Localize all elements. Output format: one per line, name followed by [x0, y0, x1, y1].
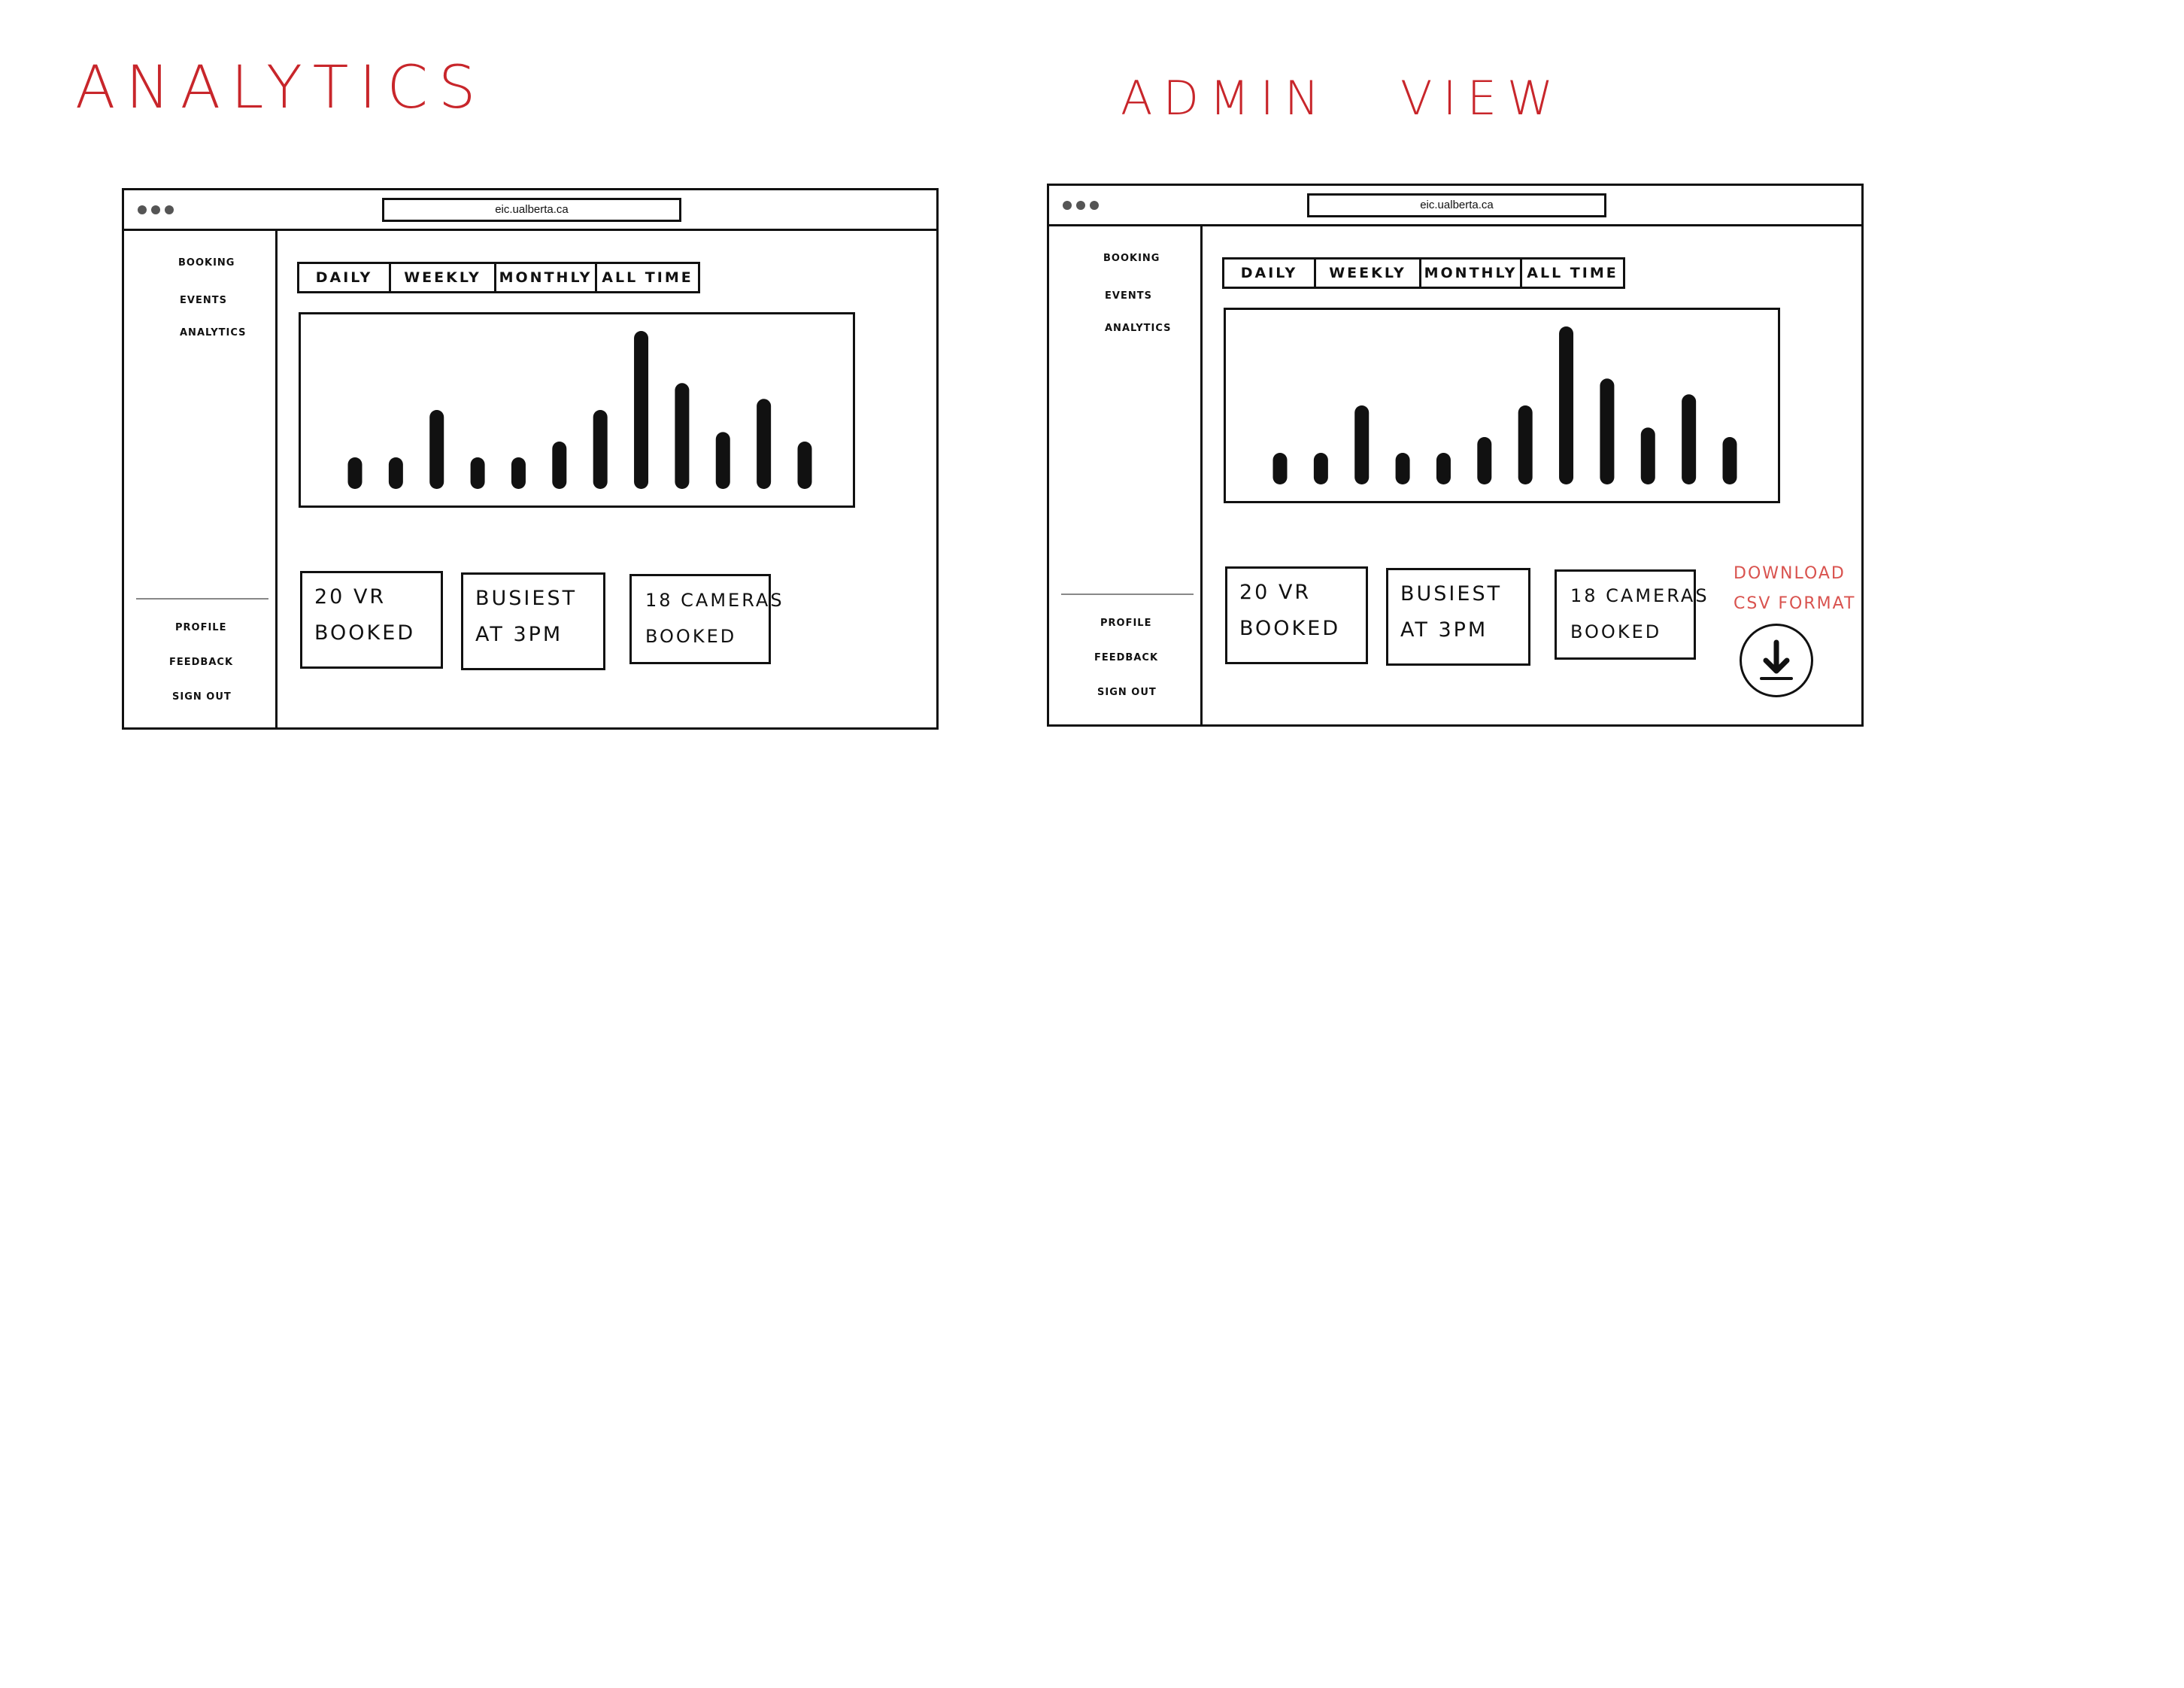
chart-bar-3 — [429, 410, 444, 489]
tab-weekly[interactable]: WEEKLY — [391, 264, 496, 291]
maximize-dot-icon[interactable] — [165, 205, 174, 214]
minimize-dot-icon[interactable] — [1076, 201, 1085, 210]
chart-bar-11 — [1682, 394, 1697, 484]
browser-topbar: eic.ualberta.ca — [1049, 186, 1861, 226]
stat-busiest-line2: AT 3PM — [1400, 618, 1488, 642]
address-bar[interactable]: eic.ualberta.ca — [382, 198, 681, 222]
stat-card-cameras: 18 CAMERAS BOOKED — [1555, 569, 1709, 660]
sidebar: BOOKING EVENTS ANALYTICS PROFILE FEEDBAC… — [1049, 226, 1203, 724]
download-csv-label: DOWNLOAD CSV FORMAT — [1734, 559, 1855, 619]
window-controls[interactable] — [138, 205, 174, 214]
chart-bar-7 — [593, 410, 608, 489]
admin-browser-window: eic.ualberta.ca BOOKING EVENTS ANALYTICS… — [1047, 184, 1864, 727]
chart-bar-3 — [1354, 405, 1370, 484]
analytics-heading: ANALYTICS — [75, 54, 487, 122]
stat-busiest-line2: AT 3PM — [475, 623, 563, 646]
sidebar: BOOKING EVENTS ANALYTICS PROFILE FEEDBAC… — [124, 231, 278, 727]
sidebar-item-booking[interactable]: BOOKING — [178, 257, 235, 269]
window-controls[interactable] — [1063, 201, 1099, 210]
chart-bar-4 — [470, 457, 485, 489]
stat-cameras-line2: BOOKED — [1570, 621, 1662, 642]
sidebar-item-events[interactable]: EVENTS — [180, 295, 227, 306]
chart-bar-9 — [675, 383, 690, 489]
stat-card-cameras: 18 CAMERAS BOOKED — [629, 574, 784, 664]
close-dot-icon[interactable] — [1063, 201, 1072, 210]
usage-bar-chart — [299, 312, 855, 508]
chart-bar-8 — [1559, 326, 1574, 484]
maximize-dot-icon[interactable] — [1090, 201, 1099, 210]
sidebar-divider — [136, 598, 268, 600]
chart-bar-1 — [1272, 453, 1288, 484]
minimize-dot-icon[interactable] — [151, 205, 160, 214]
chart-bar-11 — [757, 399, 772, 489]
stat-card-busiest: BUSIEST AT 3PM — [1386, 568, 1530, 666]
chart-bar-12 — [797, 442, 812, 489]
stat-busiest-line1: BUSIEST — [1400, 582, 1503, 606]
download-label-line1: DOWNLOAD — [1734, 564, 1846, 583]
sidebar-item-analytics[interactable]: ANALYTICS — [1105, 323, 1172, 334]
chart-bar-1 — [347, 457, 362, 489]
chart-bar-5 — [511, 457, 526, 489]
close-dot-icon[interactable] — [138, 205, 147, 214]
stat-vr-line1: 20 VR — [314, 585, 387, 609]
sidebar-item-feedback[interactable]: FEEDBACK — [169, 657, 234, 668]
chart-bar-6 — [552, 442, 567, 489]
bar-chart-svg — [1272, 326, 1737, 484]
stat-vr-line1: 20 VR — [1239, 581, 1312, 604]
stat-card-vr: 20 VR BOOKED — [300, 571, 443, 669]
stat-cameras-line1: 18 CAMERAS — [1570, 585, 1709, 606]
chart-bar-7 — [1518, 405, 1533, 484]
chart-bar-10 — [715, 432, 730, 489]
download-csv-button[interactable] — [1740, 624, 1813, 697]
admin-view-heading: ADMIN VIEW — [1121, 71, 1564, 126]
sidebar-item-profile[interactable]: PROFILE — [1100, 618, 1152, 629]
stat-vr-line2: BOOKED — [1239, 617, 1341, 640]
chart-bar-2 — [1313, 453, 1328, 484]
sidebar-item-booking[interactable]: BOOKING — [1103, 253, 1160, 264]
analytics-browser-window: eic.ualberta.ca BOOKING EVENTS ANALYTICS… — [122, 188, 939, 730]
stat-card-busiest: BUSIEST AT 3PM — [461, 572, 605, 670]
sidebar-item-profile[interactable]: PROFILE — [175, 622, 227, 633]
tab-all-time[interactable]: ALL TIME — [1527, 265, 1618, 281]
download-label-line2: CSV FORMAT — [1734, 594, 1856, 613]
bar-chart-svg — [347, 331, 812, 489]
tab-monthly[interactable]: MONTHLY — [496, 264, 597, 291]
chart-bar-10 — [1640, 427, 1655, 484]
tab-daily[interactable]: DAILY — [299, 264, 391, 291]
sidebar-item-feedback[interactable]: FEEDBACK — [1094, 652, 1159, 663]
tab-monthly[interactable]: MONTHLY — [1421, 260, 1522, 287]
chart-bar-4 — [1395, 453, 1410, 484]
stat-cameras-line2: BOOKED — [645, 626, 737, 647]
tab-weekly[interactable]: WEEKLY — [1316, 260, 1421, 287]
time-range-tabs: DAILY WEEKLY MONTHLY ALL TIME — [297, 262, 700, 293]
sidebar-item-events[interactable]: EVENTS — [1105, 290, 1152, 302]
browser-topbar: eic.ualberta.ca — [124, 190, 936, 231]
stat-vr-line2: BOOKED — [314, 621, 416, 645]
chart-bar-6 — [1477, 437, 1492, 484]
chart-bar-5 — [1436, 453, 1451, 484]
stat-busiest-line1: BUSIEST — [475, 587, 578, 610]
address-bar[interactable]: eic.ualberta.ca — [1307, 193, 1606, 217]
stat-card-vr: 20 VR BOOKED — [1225, 566, 1368, 664]
chart-bar-12 — [1722, 437, 1737, 484]
chart-bar-8 — [634, 331, 649, 489]
usage-bar-chart — [1224, 308, 1780, 503]
tab-all-time[interactable]: ALL TIME — [602, 269, 693, 286]
download-icon — [1760, 639, 1793, 680]
sidebar-divider — [1061, 594, 1194, 595]
stat-cameras-line1: 18 CAMERAS — [645, 590, 784, 611]
chart-bar-2 — [388, 457, 403, 489]
chart-bar-9 — [1600, 378, 1615, 484]
sidebar-item-sign-out[interactable]: SIGN OUT — [172, 691, 232, 703]
sidebar-item-sign-out[interactable]: SIGN OUT — [1097, 687, 1157, 698]
sidebar-item-analytics[interactable]: ANALYTICS — [180, 327, 247, 339]
tab-daily[interactable]: DAILY — [1224, 260, 1316, 287]
time-range-tabs: DAILY WEEKLY MONTHLY ALL TIME — [1222, 257, 1625, 289]
